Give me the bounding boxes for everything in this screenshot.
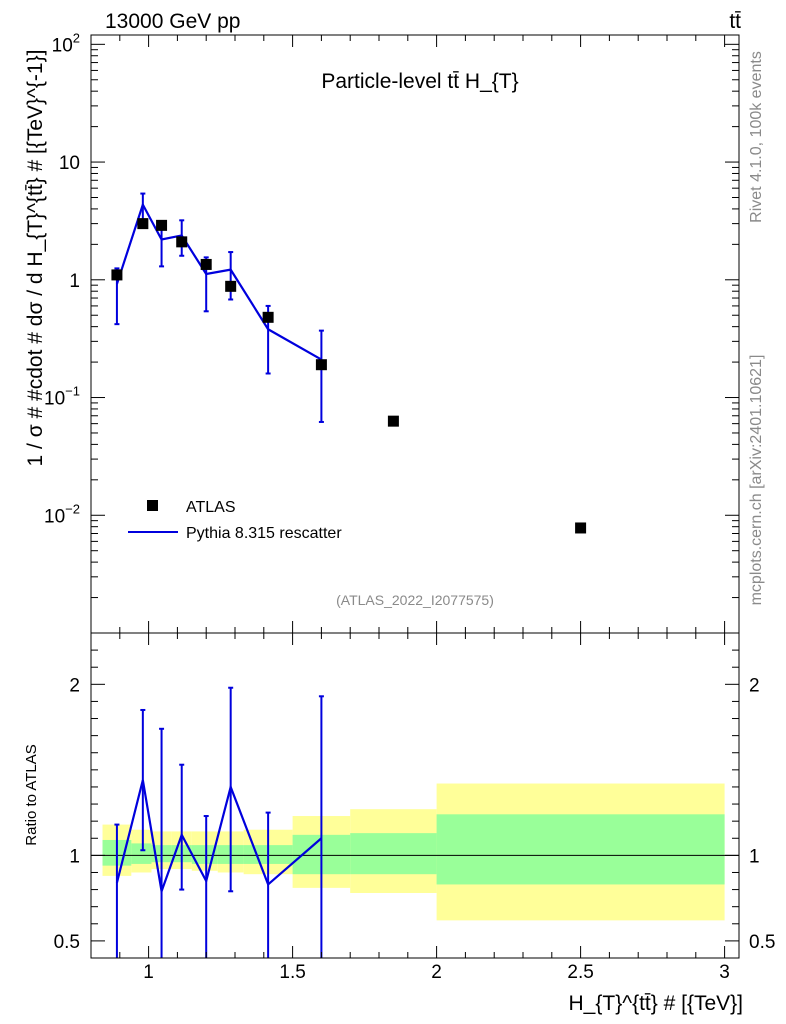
atlas-data-point-1: [137, 218, 149, 230]
atlas-data-point-6: [262, 311, 274, 323]
ratio-y-tick-label-left-1: 1: [69, 846, 80, 867]
main-y-tick-label-2: 1: [69, 271, 80, 292]
atlas-data-point-7: [315, 359, 327, 371]
main-y-tick-label-0: 10−2: [44, 501, 80, 527]
main-plot-title: Particle-level tt̄ H_{T}: [321, 70, 518, 93]
ratio-plot-content: [91, 686, 739, 958]
ratio-band-green-1: [131, 843, 152, 864]
ratio-y-tick-label-right-2: 2: [749, 675, 760, 696]
ratio-pythia-line: [115, 779, 323, 896]
main-y-tick-label-3: 10: [59, 153, 80, 174]
atlas-data-point-5: [225, 280, 237, 292]
ratio-axes: 1 1.5 2 2.5 3 0.5 0.5 1 1 2 2: [54, 632, 775, 983]
pythia-curve: [115, 201, 322, 361]
main-y-tick-label-1: 10−1: [44, 384, 80, 410]
x-axis-title: H_{T}^{tt̄} # [{TeV}]: [569, 992, 743, 1015]
atlas-data-point-4: [200, 258, 212, 270]
main-y-axis-title: 1 / σ # #cdot # dσ / d H_{T}^{tt̄} # [{T…: [24, 50, 47, 467]
energy-label: 13000 GeV pp: [105, 10, 240, 33]
atlas-data-point-8: [387, 415, 399, 427]
rivet-version-label: Rivet 4.1.0, 100k events: [748, 51, 765, 223]
ratio-y-tick-label-left-2: 2: [69, 675, 80, 696]
atlas-data-point-3: [176, 236, 188, 248]
legend-atlas-marker: [147, 500, 158, 511]
main-axes: 10−2 10−1 1 10 102: [44, 30, 739, 634]
mcplots-label: mcplots.cern.ch [arXiv:2401.10621]: [748, 355, 765, 606]
ratio-plot-frame: [90, 632, 740, 959]
ratio-band-green-8: [350, 833, 437, 875]
x-tick-label-1: 1.5: [279, 962, 305, 983]
legend-atlas-label: ATLAS: [186, 499, 236, 516]
ratio-y-axis-title: Ratio to ATLAS: [23, 744, 40, 845]
ratio-y-tick-label-right-0: 0.5: [749, 932, 775, 953]
atlas-data-point-0: [111, 269, 123, 281]
ratio-panel: 1 1.5 2 2.5 3 0.5 0.5 1 1 2 2 Ratio to ATLAS: [23, 632, 775, 983]
x-tick-label-0: 1: [143, 962, 154, 983]
atlas-data-point-9: [575, 522, 587, 534]
process-label: tt̄: [729, 10, 741, 33]
ratio-y-tick-label-left-0: 0.5: [54, 932, 80, 953]
atlas-data-point-2: [156, 219, 168, 231]
analysis-watermark: (ATLAS_2022_I2077575): [336, 592, 494, 608]
x-tick-label-2: 2: [431, 962, 442, 983]
ratio-y-tick-label-right-1: 1: [749, 846, 760, 867]
legend-pythia-label: Pythia 8.315 rescatter: [186, 525, 342, 542]
main-plot-content: [111, 192, 587, 534]
legend: ATLAS Pythia 8.315 rescatter: [128, 499, 342, 542]
ratio-band-green-9: [436, 814, 725, 885]
x-tick-label-3: 2.5: [567, 962, 593, 983]
x-tick-label-4: 3: [719, 962, 730, 983]
main-y-tick-label-4: 102: [52, 30, 80, 56]
